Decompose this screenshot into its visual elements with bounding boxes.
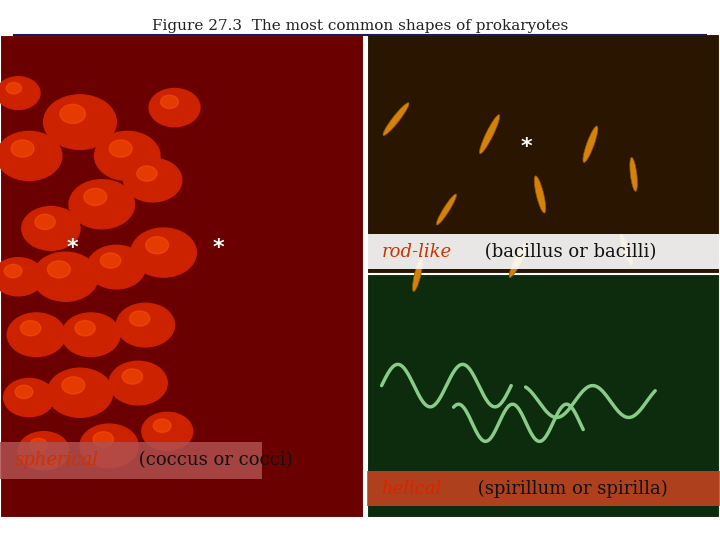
Circle shape bbox=[117, 303, 174, 347]
Circle shape bbox=[35, 214, 55, 230]
FancyBboxPatch shape bbox=[367, 274, 720, 518]
Circle shape bbox=[44, 95, 117, 150]
Circle shape bbox=[4, 265, 22, 278]
Ellipse shape bbox=[413, 258, 423, 292]
Circle shape bbox=[145, 237, 168, 254]
Circle shape bbox=[87, 245, 145, 289]
FancyBboxPatch shape bbox=[0, 35, 364, 518]
Circle shape bbox=[131, 228, 197, 277]
Circle shape bbox=[94, 131, 160, 180]
Text: *: * bbox=[520, 137, 532, 157]
Text: (spirillum or spirilla): (spirillum or spirilla) bbox=[472, 480, 667, 498]
Circle shape bbox=[109, 361, 167, 405]
Text: *: * bbox=[212, 238, 224, 258]
Circle shape bbox=[84, 188, 107, 206]
Circle shape bbox=[93, 431, 114, 447]
Circle shape bbox=[124, 158, 181, 202]
Circle shape bbox=[4, 379, 55, 417]
Text: (coccus or cocci): (coccus or cocci) bbox=[133, 451, 293, 469]
Circle shape bbox=[0, 77, 40, 110]
Circle shape bbox=[137, 166, 157, 181]
Circle shape bbox=[18, 431, 69, 470]
Circle shape bbox=[62, 313, 120, 356]
Circle shape bbox=[11, 140, 34, 157]
Circle shape bbox=[80, 424, 138, 468]
Text: Figure 27.3  The most common shapes of prokaryotes: Figure 27.3 The most common shapes of pr… bbox=[152, 19, 568, 33]
Text: rod-like: rod-like bbox=[382, 243, 451, 261]
Circle shape bbox=[22, 207, 80, 250]
Ellipse shape bbox=[480, 114, 500, 154]
Circle shape bbox=[100, 253, 121, 268]
Circle shape bbox=[122, 369, 143, 384]
Circle shape bbox=[0, 258, 44, 296]
Circle shape bbox=[161, 95, 179, 109]
Circle shape bbox=[149, 89, 200, 127]
Circle shape bbox=[32, 252, 98, 301]
Circle shape bbox=[0, 131, 62, 180]
Ellipse shape bbox=[509, 242, 528, 278]
Circle shape bbox=[48, 261, 71, 278]
Circle shape bbox=[75, 321, 95, 336]
Ellipse shape bbox=[620, 234, 633, 265]
Circle shape bbox=[15, 385, 33, 399]
FancyBboxPatch shape bbox=[0, 442, 262, 480]
Circle shape bbox=[109, 140, 132, 157]
Circle shape bbox=[6, 83, 22, 94]
Text: spherical: spherical bbox=[14, 451, 99, 469]
Circle shape bbox=[153, 419, 171, 433]
Circle shape bbox=[130, 311, 150, 326]
Circle shape bbox=[62, 377, 85, 394]
Text: helical: helical bbox=[382, 480, 442, 498]
Circle shape bbox=[60, 104, 86, 124]
Circle shape bbox=[20, 321, 41, 336]
Text: (bacillus or bacilli): (bacillus or bacilli) bbox=[479, 243, 656, 261]
Ellipse shape bbox=[383, 103, 409, 136]
Circle shape bbox=[30, 438, 48, 451]
Text: *: * bbox=[67, 238, 78, 258]
Circle shape bbox=[48, 368, 113, 417]
Circle shape bbox=[69, 180, 135, 229]
Ellipse shape bbox=[630, 158, 637, 191]
Ellipse shape bbox=[436, 194, 456, 225]
Ellipse shape bbox=[583, 126, 598, 163]
Circle shape bbox=[142, 413, 193, 450]
Circle shape bbox=[7, 313, 66, 356]
FancyBboxPatch shape bbox=[367, 234, 720, 269]
Ellipse shape bbox=[534, 176, 546, 213]
FancyBboxPatch shape bbox=[367, 471, 720, 507]
FancyBboxPatch shape bbox=[367, 33, 720, 285]
